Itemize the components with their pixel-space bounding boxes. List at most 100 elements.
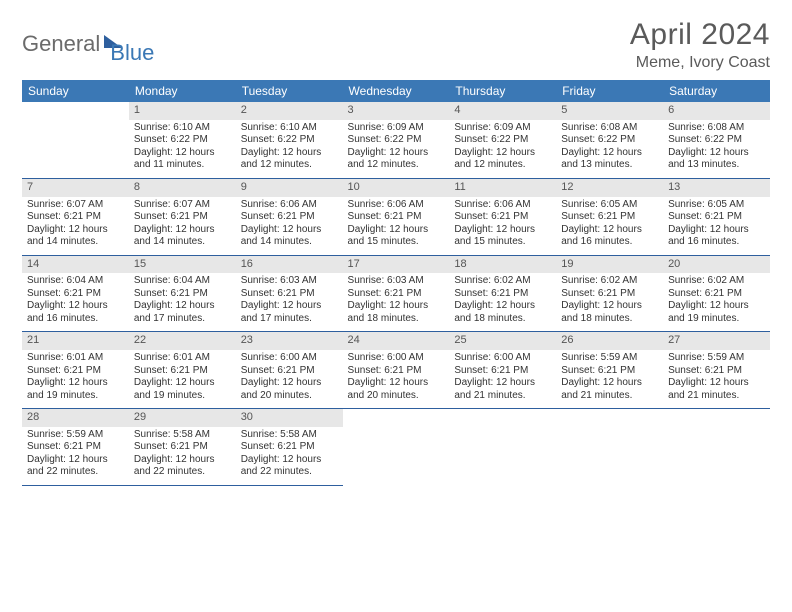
calendar-cell: 26Sunrise: 5:59 AMSunset: 6:21 PMDayligh… bbox=[556, 332, 663, 409]
logo-text-general: General bbox=[22, 31, 100, 57]
calendar-cell: 10Sunrise: 6:06 AMSunset: 6:21 PMDayligh… bbox=[343, 178, 450, 255]
calendar-cell: 30Sunrise: 5:58 AMSunset: 6:21 PMDayligh… bbox=[236, 409, 343, 486]
calendar-cell: 6Sunrise: 6:08 AMSunset: 6:22 PMDaylight… bbox=[663, 102, 770, 178]
day-info: Sunrise: 6:03 AMSunset: 6:21 PMDaylight:… bbox=[343, 273, 450, 331]
calendar-cell: 7Sunrise: 6:07 AMSunset: 6:21 PMDaylight… bbox=[22, 178, 129, 255]
day-info: Sunrise: 6:06 AMSunset: 6:21 PMDaylight:… bbox=[449, 197, 556, 255]
day-info: Sunrise: 6:04 AMSunset: 6:21 PMDaylight:… bbox=[22, 273, 129, 331]
calendar-cell: 21Sunrise: 6:01 AMSunset: 6:21 PMDayligh… bbox=[22, 332, 129, 409]
calendar-cell: 12Sunrise: 6:05 AMSunset: 6:21 PMDayligh… bbox=[556, 178, 663, 255]
calendar-cell: 16Sunrise: 6:03 AMSunset: 6:21 PMDayligh… bbox=[236, 255, 343, 332]
day-number: 14 bbox=[22, 256, 129, 274]
weekday-header: Friday bbox=[556, 80, 663, 102]
day-number: 27 bbox=[663, 332, 770, 350]
day-info: Sunrise: 6:09 AMSunset: 6:22 PMDaylight:… bbox=[449, 120, 556, 178]
day-info: Sunrise: 5:58 AMSunset: 6:21 PMDaylight:… bbox=[236, 427, 343, 485]
calendar-cell: 22Sunrise: 6:01 AMSunset: 6:21 PMDayligh… bbox=[129, 332, 236, 409]
logo: General Blue bbox=[22, 22, 154, 66]
day-number: 30 bbox=[236, 409, 343, 427]
day-info: Sunrise: 5:58 AMSunset: 6:21 PMDaylight:… bbox=[129, 427, 236, 485]
day-number: 2 bbox=[236, 102, 343, 120]
day-number: 25 bbox=[449, 332, 556, 350]
weekday-header: Wednesday bbox=[343, 80, 450, 102]
month-title: April 2024 bbox=[630, 18, 770, 52]
calendar-cell: 14Sunrise: 6:04 AMSunset: 6:21 PMDayligh… bbox=[22, 255, 129, 332]
calendar-cell: 18Sunrise: 6:02 AMSunset: 6:21 PMDayligh… bbox=[449, 255, 556, 332]
day-number: 9 bbox=[236, 179, 343, 197]
day-info: Sunrise: 6:09 AMSunset: 6:22 PMDaylight:… bbox=[343, 120, 450, 178]
calendar-cell: 2Sunrise: 6:10 AMSunset: 6:22 PMDaylight… bbox=[236, 102, 343, 178]
day-number: 8 bbox=[129, 179, 236, 197]
day-number: 11 bbox=[449, 179, 556, 197]
logo-text-blue: Blue bbox=[110, 40, 154, 66]
day-number: 29 bbox=[129, 409, 236, 427]
title-block: April 2024 Meme, Ivory Coast bbox=[630, 18, 770, 72]
day-number: 28 bbox=[22, 409, 129, 427]
day-info: Sunrise: 6:02 AMSunset: 6:21 PMDaylight:… bbox=[556, 273, 663, 331]
weekday-header-row: SundayMondayTuesdayWednesdayThursdayFrid… bbox=[22, 80, 770, 102]
weekday-header: Monday bbox=[129, 80, 236, 102]
day-info: Sunrise: 6:00 AMSunset: 6:21 PMDaylight:… bbox=[343, 350, 450, 408]
calendar-week-row: 7Sunrise: 6:07 AMSunset: 6:21 PMDaylight… bbox=[22, 178, 770, 255]
day-number: 10 bbox=[343, 179, 450, 197]
calendar-week-row: 21Sunrise: 6:01 AMSunset: 6:21 PMDayligh… bbox=[22, 332, 770, 409]
day-number: 17 bbox=[343, 256, 450, 274]
day-info: Sunrise: 6:08 AMSunset: 6:22 PMDaylight:… bbox=[663, 120, 770, 178]
calendar-cell: 3Sunrise: 6:09 AMSunset: 6:22 PMDaylight… bbox=[343, 102, 450, 178]
day-number: 18 bbox=[449, 256, 556, 274]
location-label: Meme, Ivory Coast bbox=[630, 54, 770, 72]
calendar-cell: 13Sunrise: 6:05 AMSunset: 6:21 PMDayligh… bbox=[663, 178, 770, 255]
day-info: Sunrise: 6:05 AMSunset: 6:21 PMDaylight:… bbox=[663, 197, 770, 255]
calendar-cell: 24Sunrise: 6:00 AMSunset: 6:21 PMDayligh… bbox=[343, 332, 450, 409]
day-info: Sunrise: 6:02 AMSunset: 6:21 PMDaylight:… bbox=[449, 273, 556, 331]
day-info: Sunrise: 6:06 AMSunset: 6:21 PMDaylight:… bbox=[343, 197, 450, 255]
header: General Blue April 2024 Meme, Ivory Coas… bbox=[22, 18, 770, 72]
day-number: 13 bbox=[663, 179, 770, 197]
day-info: Sunrise: 6:08 AMSunset: 6:22 PMDaylight:… bbox=[556, 120, 663, 178]
calendar-table: SundayMondayTuesdayWednesdayThursdayFrid… bbox=[22, 80, 770, 486]
day-number: 4 bbox=[449, 102, 556, 120]
calendar-cell bbox=[22, 102, 129, 178]
day-number: 22 bbox=[129, 332, 236, 350]
day-info: Sunrise: 6:00 AMSunset: 6:21 PMDaylight:… bbox=[449, 350, 556, 408]
day-info: Sunrise: 6:10 AMSunset: 6:22 PMDaylight:… bbox=[129, 120, 236, 178]
day-info: Sunrise: 6:01 AMSunset: 6:21 PMDaylight:… bbox=[22, 350, 129, 408]
calendar-cell bbox=[449, 409, 556, 486]
calendar-cell bbox=[556, 409, 663, 486]
day-info: Sunrise: 6:10 AMSunset: 6:22 PMDaylight:… bbox=[236, 120, 343, 178]
day-info: Sunrise: 6:03 AMSunset: 6:21 PMDaylight:… bbox=[236, 273, 343, 331]
calendar-cell: 8Sunrise: 6:07 AMSunset: 6:21 PMDaylight… bbox=[129, 178, 236, 255]
calendar-cell: 4Sunrise: 6:09 AMSunset: 6:22 PMDaylight… bbox=[449, 102, 556, 178]
calendar-week-row: 14Sunrise: 6:04 AMSunset: 6:21 PMDayligh… bbox=[22, 255, 770, 332]
day-number: 26 bbox=[556, 332, 663, 350]
calendar-cell: 23Sunrise: 6:00 AMSunset: 6:21 PMDayligh… bbox=[236, 332, 343, 409]
day-info: Sunrise: 5:59 AMSunset: 6:21 PMDaylight:… bbox=[556, 350, 663, 408]
day-number: 6 bbox=[663, 102, 770, 120]
calendar-cell: 17Sunrise: 6:03 AMSunset: 6:21 PMDayligh… bbox=[343, 255, 450, 332]
calendar-cell bbox=[663, 409, 770, 486]
weekday-header: Sunday bbox=[22, 80, 129, 102]
calendar-cell: 28Sunrise: 5:59 AMSunset: 6:21 PMDayligh… bbox=[22, 409, 129, 486]
day-info: Sunrise: 6:01 AMSunset: 6:21 PMDaylight:… bbox=[129, 350, 236, 408]
day-info: Sunrise: 6:02 AMSunset: 6:21 PMDaylight:… bbox=[663, 273, 770, 331]
calendar-cell: 5Sunrise: 6:08 AMSunset: 6:22 PMDaylight… bbox=[556, 102, 663, 178]
weekday-header: Thursday bbox=[449, 80, 556, 102]
day-number: 23 bbox=[236, 332, 343, 350]
calendar-cell: 9Sunrise: 6:06 AMSunset: 6:21 PMDaylight… bbox=[236, 178, 343, 255]
calendar-cell: 29Sunrise: 5:58 AMSunset: 6:21 PMDayligh… bbox=[129, 409, 236, 486]
day-number: 21 bbox=[22, 332, 129, 350]
calendar-cell: 27Sunrise: 5:59 AMSunset: 6:21 PMDayligh… bbox=[663, 332, 770, 409]
calendar-cell: 20Sunrise: 6:02 AMSunset: 6:21 PMDayligh… bbox=[663, 255, 770, 332]
calendar-cell: 15Sunrise: 6:04 AMSunset: 6:21 PMDayligh… bbox=[129, 255, 236, 332]
day-number: 15 bbox=[129, 256, 236, 274]
weekday-header: Saturday bbox=[663, 80, 770, 102]
day-number: 5 bbox=[556, 102, 663, 120]
calendar-cell: 19Sunrise: 6:02 AMSunset: 6:21 PMDayligh… bbox=[556, 255, 663, 332]
day-info: Sunrise: 5:59 AMSunset: 6:21 PMDaylight:… bbox=[22, 427, 129, 485]
day-number: 3 bbox=[343, 102, 450, 120]
calendar-cell: 11Sunrise: 6:06 AMSunset: 6:21 PMDayligh… bbox=[449, 178, 556, 255]
calendar-cell bbox=[343, 409, 450, 486]
day-info: Sunrise: 6:00 AMSunset: 6:21 PMDaylight:… bbox=[236, 350, 343, 408]
day-info: Sunrise: 6:05 AMSunset: 6:21 PMDaylight:… bbox=[556, 197, 663, 255]
day-number: 19 bbox=[556, 256, 663, 274]
